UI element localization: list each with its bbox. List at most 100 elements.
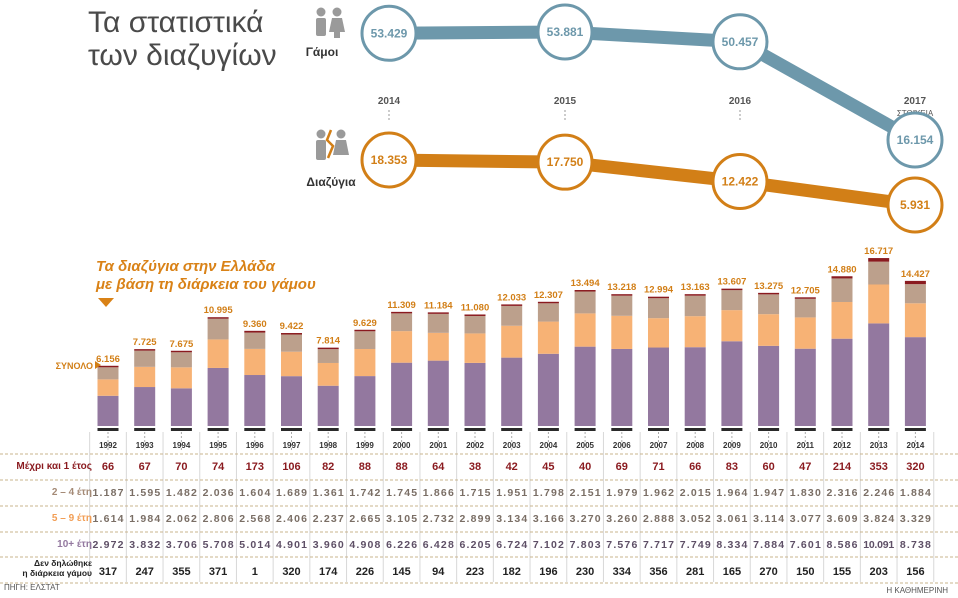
bar-segment-y10-plus xyxy=(501,357,523,426)
bar-segment-y5-9 xyxy=(170,367,192,389)
bar-year-label: 2014 xyxy=(907,441,925,450)
table-cell-y2-4: 2.246 xyxy=(863,487,894,499)
table-cell-up-to_1: 320 xyxy=(906,461,924,473)
table-cell-y10-plus: 8.586 xyxy=(827,539,858,551)
bar-segment-y10-plus xyxy=(537,353,559,426)
bar-segment-y2-4 xyxy=(758,294,780,315)
bar-segment-y5-9 xyxy=(501,325,523,358)
bar-year-label: 1995 xyxy=(209,441,227,450)
bar-segment-not-declared xyxy=(537,428,559,431)
bar-segment-up-to_1 xyxy=(207,317,229,319)
bar-segment-not-declared xyxy=(868,428,890,431)
bar-total-label: 7.814 xyxy=(316,336,340,347)
bar-segment-up-to_1 xyxy=(537,301,559,304)
subtitle-arrow-icon xyxy=(98,298,114,307)
bar-segment-y2-4 xyxy=(537,303,559,322)
bar-segment-y2-4 xyxy=(464,315,486,334)
bar-year-label: 2008 xyxy=(686,441,704,450)
table-cell-y10-plus: 3.960 xyxy=(313,539,344,551)
table-cell-y10-plus: 6.226 xyxy=(386,539,417,551)
bar-total-label: 7.675 xyxy=(170,339,194,350)
table-cell-y10-plus: 5.708 xyxy=(203,539,234,551)
bar-segment-y5-9 xyxy=(281,351,302,377)
table-cell-up-to_1: 38 xyxy=(469,461,481,473)
bar-segment-up-to_1 xyxy=(244,330,266,333)
table-cell-y10-plus: 4.901 xyxy=(276,539,307,551)
table-cell-y2-4: 1.830 xyxy=(790,487,821,499)
bar-year-label: 1993 xyxy=(136,441,154,450)
table-cell-y2-4: 1.745 xyxy=(386,487,417,499)
bar-segment-y2-4 xyxy=(904,284,926,304)
bar-year-label: 1992 xyxy=(99,441,117,450)
bar-segment-up-to_1 xyxy=(391,311,413,314)
table-cell-y10-plus: 6.428 xyxy=(423,539,454,551)
bar-segment-up-to_1 xyxy=(611,294,633,296)
table-cell-y10-plus: 7.884 xyxy=(753,539,784,551)
bar-segment-y5-9 xyxy=(684,316,706,348)
bar-segment-up-to_1 xyxy=(758,292,780,295)
bar-total-label: 12.033 xyxy=(497,292,526,303)
table-cell-y5-9: 3.609 xyxy=(827,513,858,525)
table-cell-not-declared: 371 xyxy=(209,566,227,578)
divorces-value-label: 18.353 xyxy=(371,153,408,167)
table-cell-y10-plus: 7.717 xyxy=(643,539,674,551)
bar-segment-y2-4 xyxy=(97,367,119,380)
bar-segment-up-to_1 xyxy=(134,349,156,351)
marriages-value-label: 53.429 xyxy=(371,26,408,40)
bar-year-label: 2009 xyxy=(723,441,741,450)
bar-chart-subtitle: Τα διαζύγια στην Ελλάδα με βάση τη διάρκ… xyxy=(96,258,316,294)
table-cell-not-declared: 334 xyxy=(613,566,632,578)
bar-segment-up-to_1 xyxy=(794,297,816,299)
table-cell-not-declared: 203 xyxy=(870,566,888,578)
bar-segment-not-declared xyxy=(354,428,376,431)
bar-segment-not-declared xyxy=(501,428,523,431)
bar-segment-up-to_1 xyxy=(170,350,192,353)
bar-segment-not-declared xyxy=(244,428,266,431)
table-cell-y10-plus: 3.706 xyxy=(166,539,197,551)
table-cell-not-declared: 155 xyxy=(833,566,851,578)
divorces-point xyxy=(711,152,769,210)
table-cell-y2-4: 1.947 xyxy=(753,487,784,499)
bar-segment-y5-9 xyxy=(904,303,926,338)
table-cell-y5-9: 3.134 xyxy=(496,513,527,525)
table-cell-not-declared: 355 xyxy=(172,566,190,578)
bar-segment-up-to_1 xyxy=(684,294,706,296)
table-cell-y5-9: 2.406 xyxy=(276,513,307,525)
bar-total-label: 6.156 xyxy=(96,354,120,365)
divorces-point xyxy=(360,131,418,189)
bar-segment-y5-9 xyxy=(721,310,743,342)
bar-segment-y10-plus xyxy=(868,323,890,426)
table-cell-not-declared: 1 xyxy=(252,566,258,578)
table-cell-y2-4: 1.962 xyxy=(643,487,674,499)
divorces-value-label: 12.422 xyxy=(722,174,759,188)
table-cell-y5-9: 2.237 xyxy=(313,513,344,525)
bar-segment-not-declared xyxy=(281,428,302,431)
table-cell-y10-plus: 7.102 xyxy=(533,539,564,551)
table-cell-y5-9: 2.732 xyxy=(423,513,454,525)
table-cell-y10-plus: 6.724 xyxy=(496,539,527,551)
year-label: 2017 xyxy=(904,96,927,107)
table-cell-not-declared: 247 xyxy=(136,566,154,578)
table-cell-y2-4: 1.964 xyxy=(716,487,747,499)
bar-segment-y5-9 xyxy=(758,314,780,346)
marriages-point xyxy=(711,13,769,71)
bar-segment-not-declared xyxy=(134,428,156,431)
bar-segment-y5-9 xyxy=(648,318,669,348)
bar-segment-y10-plus xyxy=(904,337,926,426)
table-cell-y2-4: 1.482 xyxy=(166,487,197,499)
bar-segment-y5-9 xyxy=(317,362,339,386)
bar-year-label: 2006 xyxy=(613,441,631,450)
table-cell-y5-9: 3.329 xyxy=(900,513,931,525)
table-cell-y5-9: 3.166 xyxy=(533,513,564,525)
bar-segment-up-to_1 xyxy=(648,296,669,299)
table-cell-y10-plus: 7.576 xyxy=(606,539,637,551)
bar-segment-y10-plus xyxy=(611,348,633,426)
bar-segment-y10-plus xyxy=(574,346,596,426)
bar-segment-up-to_1 xyxy=(574,290,596,292)
bar-year-label: 2011 xyxy=(797,441,815,450)
bar-segment-y2-4 xyxy=(868,261,890,285)
bar-segment-y5-9 xyxy=(794,317,816,349)
bar-total-label: 16.717 xyxy=(864,246,893,257)
table-cell-up-to_1: 88 xyxy=(395,461,407,473)
marriages-value-label: 16.154 xyxy=(897,133,934,147)
